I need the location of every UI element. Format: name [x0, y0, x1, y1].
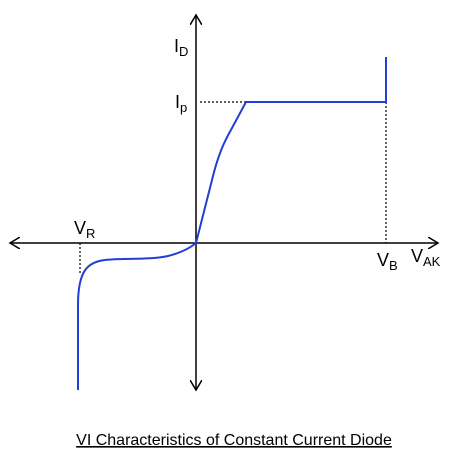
id-label: ID [174, 36, 188, 59]
label-main: V [74, 218, 86, 238]
caption: VI Characteristics of Constant Current D… [76, 432, 392, 449]
label-sub: R [86, 226, 95, 241]
label-main: V [377, 250, 389, 270]
label-sub: p [180, 100, 187, 115]
label-main: I [175, 92, 180, 112]
ip-label: Ip [175, 92, 187, 115]
vr-label: VR [74, 218, 95, 241]
label-sub: D [179, 44, 188, 59]
label-sub: AK [423, 254, 441, 269]
label-sub: B [389, 258, 398, 273]
vb-label: VB [377, 250, 398, 273]
vi-curve [77, 57, 387, 390]
label-main: I [174, 36, 179, 56]
vak-label: VAK [411, 246, 441, 269]
label-main: V [411, 246, 423, 266]
